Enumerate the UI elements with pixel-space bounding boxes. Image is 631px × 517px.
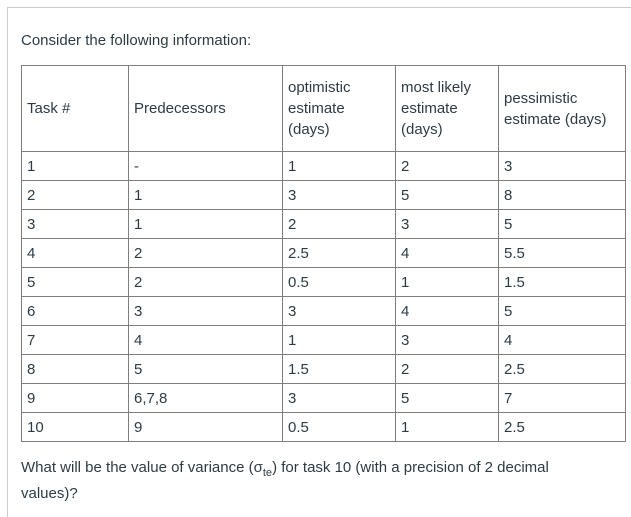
table-cell: 3 (282, 296, 396, 326)
table-cell: 1 (128, 209, 283, 239)
table-cell: 2 (395, 354, 499, 384)
question-card: Consider the following information: Task… (7, 7, 631, 517)
table-header-row: Task # Predecessors optimistic estimate … (21, 65, 626, 152)
quiz-page: Consider the following information: Task… (7, 7, 631, 517)
question-text: What will be the value of variance (σte)… (21, 455, 601, 507)
table-cell: 4 (395, 238, 499, 268)
table-cell: 5.5 (498, 238, 626, 268)
intro-text: Consider the following information: (21, 32, 252, 49)
table-cell: 1 (21, 151, 129, 181)
table-cell: 4 (498, 325, 626, 355)
table-cell: 5 (395, 383, 499, 413)
table-cell: 0.5 (282, 412, 396, 442)
table-cell: 5 (128, 354, 283, 384)
table-cell: 0.5 (282, 267, 396, 297)
table-cell: 8 (21, 354, 129, 384)
table-cell: 7 (498, 383, 626, 413)
table-cell: 2 (282, 209, 396, 239)
table-cell: 2.5 (498, 412, 626, 442)
table-cell: 10 (21, 412, 129, 442)
table-cell: 2 (128, 238, 283, 268)
task-estimates-table: Task # Predecessors optimistic estimate … (21, 65, 626, 442)
header-pessimistic-estimate: pessimistic estimate (days) (498, 65, 626, 152)
table-cell: 3 (395, 209, 499, 239)
table-cell: 2.5 (282, 238, 396, 268)
table-cell: 9 (21, 383, 129, 413)
table-cell: 1 (282, 325, 396, 355)
table-cell: 6 (21, 296, 129, 326)
table-cell: 1 (128, 180, 283, 210)
table-cell: 1 (395, 412, 499, 442)
table-row: 5 2 0.5 1 1.5 (21, 267, 626, 297)
sigma-subscript: te (262, 467, 273, 479)
table-cell: - (128, 151, 283, 181)
table-row: 4 2 2.5 4 5.5 (21, 238, 626, 268)
table-cell: 3 (395, 325, 499, 355)
table-row: 8 5 1.5 2 2.5 (21, 354, 626, 384)
table-cell: 8 (498, 180, 626, 210)
table-cell: 1.5 (282, 354, 396, 384)
table-cell: 2 (395, 151, 499, 181)
table-cell: 9 (128, 412, 283, 442)
question-suffix: ) for task 10 (with a precision of 2 dec… (21, 459, 549, 502)
table-cell: 4 (395, 296, 499, 326)
table-cell: 2 (21, 180, 129, 210)
table-cell: 2.5 (498, 354, 626, 384)
table-cell: 1.5 (498, 267, 626, 297)
table-cell: 1 (395, 267, 499, 297)
table-cell: 4 (21, 238, 129, 268)
table-cell: 3 (282, 383, 396, 413)
table-cell: 5 (21, 267, 129, 297)
header-task-number: Task # (21, 65, 129, 152)
table-cell: 3 (128, 296, 283, 326)
table-cell: 1 (282, 151, 396, 181)
header-predecessors: Predecessors (128, 65, 283, 152)
table-cell: 5 (498, 296, 626, 326)
table-cell: 3 (21, 209, 129, 239)
table-row: 9 6,7,8 3 5 7 (21, 383, 626, 413)
table-cell: 5 (498, 209, 626, 239)
table-cell: 4 (128, 325, 283, 355)
table-cell: 7 (21, 325, 129, 355)
header-optimistic-estimate: optimistic estimate (days) (282, 65, 396, 152)
table-cell: 6,7,8 (128, 383, 283, 413)
header-most-likely-estimate: most likely estimate (days) (395, 65, 499, 152)
table-cell: 3 (282, 180, 396, 210)
table-cell: 2 (128, 267, 283, 297)
table-row: 10 9 0.5 1 2.5 (21, 412, 626, 442)
table-cell: 3 (498, 151, 626, 181)
table-body: 1-1 2 3 2 1 3 5 8 3 1 2 3 5 4 2 2.5 4 5.5 5 2 0.5 1 1.5 6 3 3 4 5 7 4… (21, 151, 626, 442)
question-prefix: What will be the value of variance (σ (21, 459, 263, 476)
table-cell: 5 (395, 180, 499, 210)
